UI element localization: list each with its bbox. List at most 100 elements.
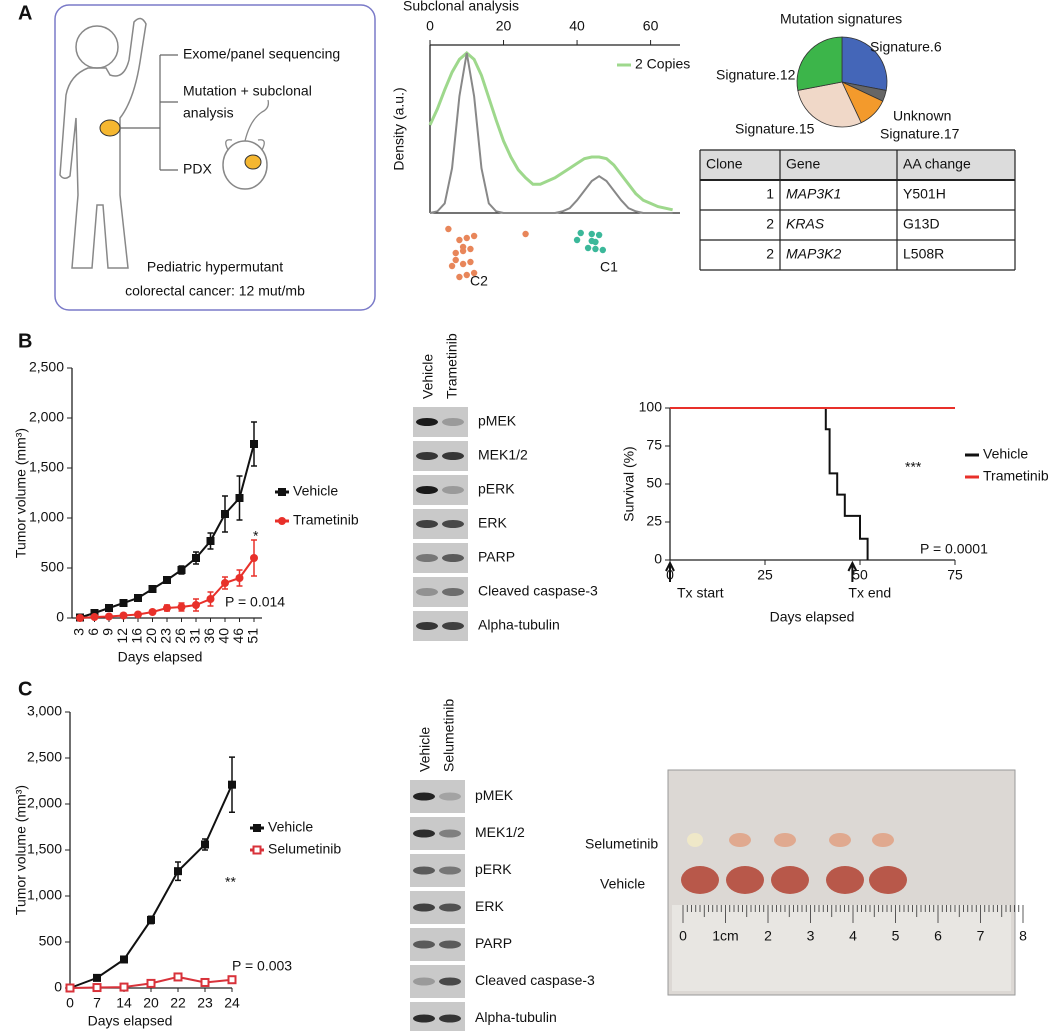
table-header: AA change	[903, 156, 971, 172]
x-tick-label: 3	[71, 628, 87, 636]
marker	[228, 780, 236, 789]
cluster-point	[573, 236, 581, 244]
tx-label: Tx end	[848, 585, 891, 601]
marker	[235, 494, 244, 502]
marker	[120, 955, 128, 964]
y-tick-label: 1,000	[29, 509, 64, 525]
marker	[177, 566, 186, 574]
y-tick-label: 25	[646, 513, 662, 529]
cluster-point	[463, 234, 470, 242]
x-tick-label: 0	[66, 995, 74, 1011]
marker	[253, 824, 261, 832]
blot-band	[442, 418, 464, 426]
diagram-frame	[54, 4, 376, 311]
y-tick-label: 0	[654, 551, 662, 567]
blot-band	[439, 940, 461, 949]
cluster-point	[459, 243, 467, 251]
marker	[278, 488, 286, 496]
chart-title: Mutation signatures	[780, 11, 902, 27]
ruler-label: 3	[807, 928, 815, 944]
x-tick-label: 6	[85, 628, 101, 636]
blot-band	[416, 520, 438, 528]
diagram-item: analysis	[183, 105, 234, 121]
blot-band	[442, 520, 464, 528]
marker	[221, 510, 229, 518]
table-cell: 1	[766, 186, 774, 202]
marker	[76, 614, 84, 622]
tumor	[687, 833, 703, 847]
y-tick-label: 0	[56, 609, 64, 625]
y-tick-label: 2,000	[27, 795, 62, 811]
ruler	[672, 905, 1011, 991]
diagram-item: Exome/panel sequencing	[183, 46, 340, 62]
x-tick-label: 23	[197, 995, 213, 1011]
blot-band	[439, 903, 461, 912]
blot-band	[416, 588, 438, 596]
x-tick-label: 12	[114, 628, 130, 644]
marker	[119, 982, 129, 992]
x-tick-label: 9	[100, 628, 116, 636]
table-cell: MAP3K2	[786, 246, 841, 262]
marker	[177, 603, 186, 611]
series-line	[79, 443, 255, 619]
tumor	[729, 833, 751, 847]
table-cell: 2	[766, 246, 774, 262]
annotation: *	[253, 528, 259, 544]
band-label: Alpha-tubulin	[478, 617, 560, 633]
annotation: **	[225, 874, 236, 890]
legend-label: Vehicle	[268, 819, 313, 835]
legend-label: Vehicle	[983, 446, 1028, 462]
blot-band	[413, 792, 435, 801]
blot-band	[416, 554, 438, 562]
lane-label: Vehicle	[417, 727, 433, 772]
cluster-point	[456, 273, 463, 281]
y-tick-label: 100	[639, 399, 663, 415]
table-cell: Y501H	[903, 186, 946, 202]
x-tick-label: 20	[143, 628, 159, 644]
cluster-label: C1	[600, 259, 618, 275]
band-label: MEK1/2	[478, 447, 528, 463]
x-tick-label: 46	[230, 628, 246, 644]
marker	[148, 608, 157, 616]
table-header: Gene	[786, 156, 820, 172]
ruler-label: 2	[764, 928, 772, 944]
annotation: P = 0.0001	[920, 541, 988, 557]
marker	[235, 574, 244, 582]
band-label: ERK	[478, 515, 507, 531]
x-tick-label: 60	[643, 18, 659, 34]
table-cell: KRAS	[786, 216, 825, 232]
marker	[105, 612, 113, 621]
ruler-label: 5	[892, 928, 900, 944]
marker	[192, 601, 200, 609]
ruler-label: 6	[934, 928, 942, 944]
marker	[134, 594, 142, 602]
x-tick-label: 40	[569, 18, 585, 34]
cluster-point	[592, 245, 599, 253]
band-label: PARP	[478, 549, 515, 565]
cluster-point	[588, 230, 595, 238]
y-tick-label: 1,500	[27, 841, 62, 857]
tumor	[771, 866, 809, 894]
marker	[192, 554, 200, 562]
tumor	[681, 866, 719, 894]
pie-slice	[841, 36, 888, 91]
x-tick-label: 36	[201, 628, 217, 644]
blot-band	[439, 977, 461, 986]
legend-label: Trametinib	[983, 468, 1049, 484]
ruler-label: 0	[679, 928, 687, 944]
y-tick-label: 1,000	[27, 887, 62, 903]
marker	[134, 610, 142, 619]
blot-band	[442, 452, 464, 460]
tumor-site	[99, 119, 121, 137]
blot-band	[439, 866, 461, 875]
slice-label: Signature.15	[735, 121, 815, 137]
blot-band	[413, 903, 435, 912]
y-tick-label: 500	[41, 559, 65, 575]
cluster-label: C2	[470, 273, 488, 289]
marker	[92, 983, 102, 993]
tx-label: Tx start	[677, 585, 724, 601]
marker	[146, 978, 156, 988]
band-label: Alpha-tubulin	[475, 1009, 557, 1025]
tx-arrow	[665, 560, 675, 582]
diagram-item: Mutation + subclonal	[183, 83, 312, 99]
